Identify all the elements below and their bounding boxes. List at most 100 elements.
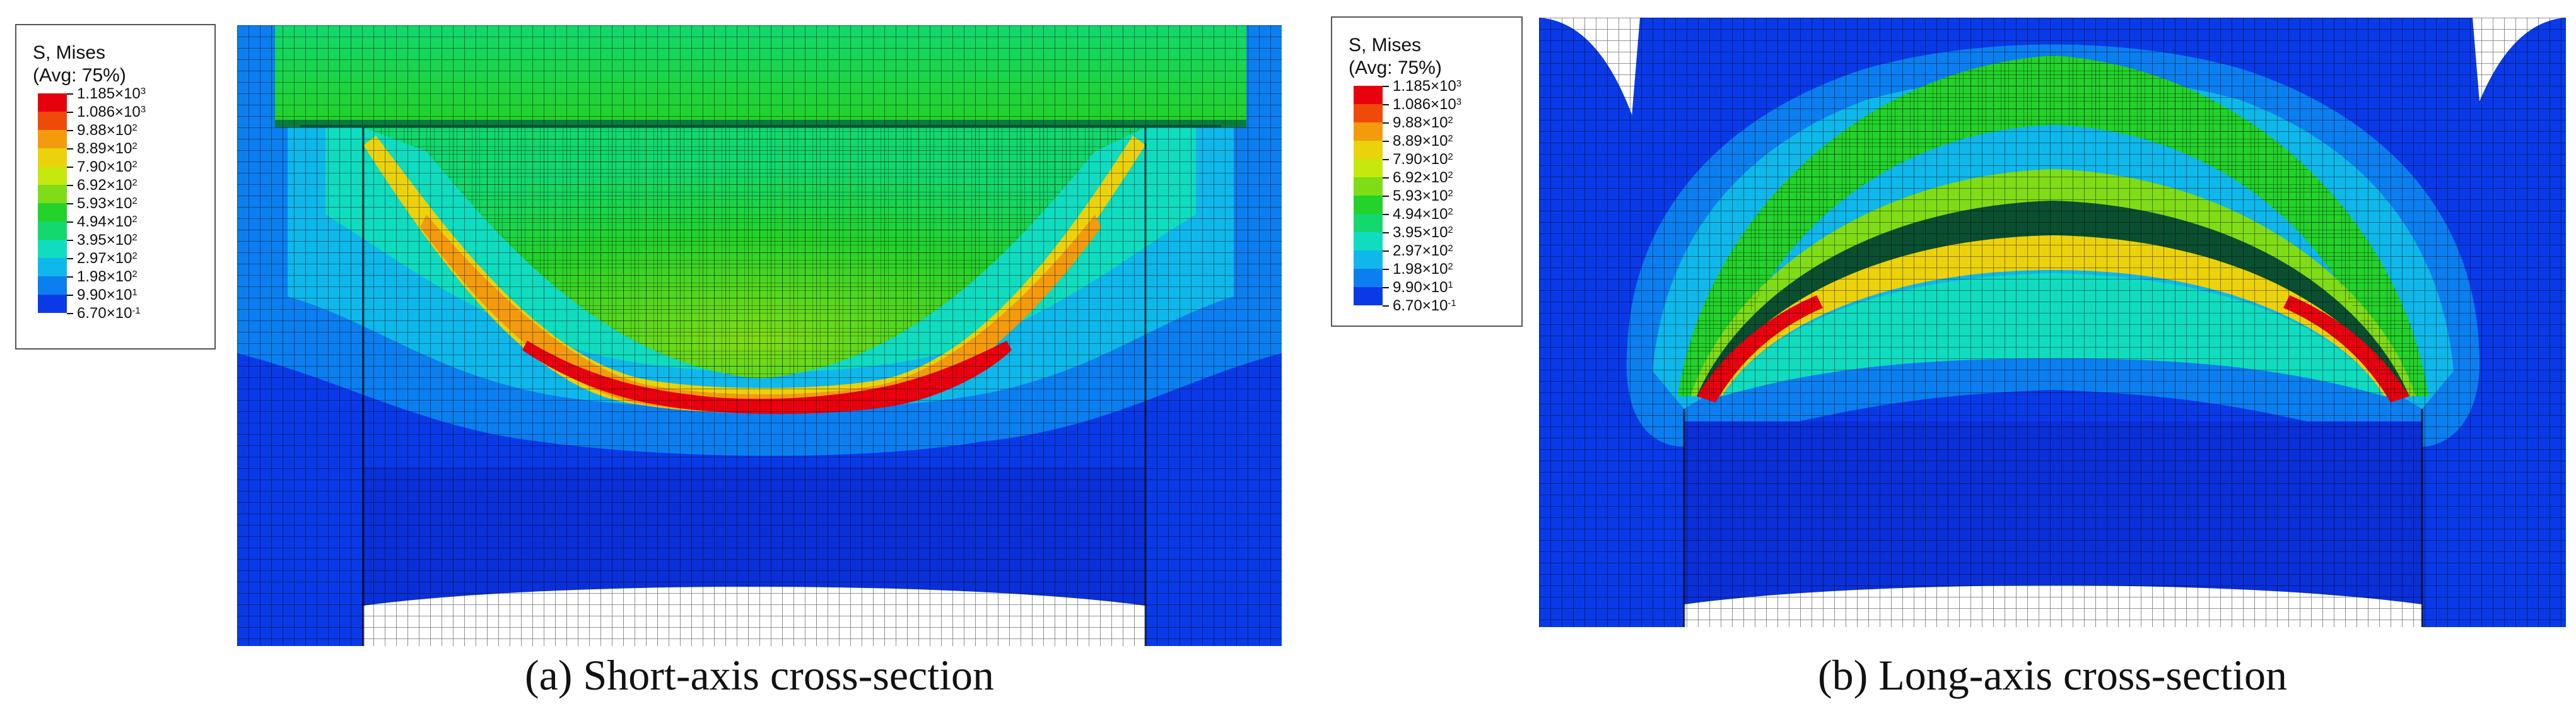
legend-swatch [1354,214,1383,232]
legend-label: 1.086×103 [77,104,146,120]
legend-label-mantissa: 2.97×10 [1393,242,1448,259]
legend-swatch [38,167,67,185]
legend-label-mantissa: 6.70×10 [1393,297,1448,314]
legend-tick [1383,196,1389,197]
legend-swatch [38,130,67,148]
legend-tick [1383,177,1389,179]
legend-label-exponent: 2 [132,159,138,170]
legend-label-mantissa: 9.88×10 [77,122,132,139]
legend-label: 9.88×102 [77,122,138,139]
legend-swatch [38,148,67,167]
legend-swatch [38,93,67,112]
legend-subtitle: (Avg: 75%) [33,65,126,86]
legend-label-exponent: 1 [1448,279,1453,290]
legend-label-exponent: 2 [132,232,138,243]
legend-label-mantissa: 1.086×10 [77,103,141,120]
legend-label: 1.98×102 [77,269,138,285]
legend-label: 2.97×102 [77,250,138,267]
legend-tick [67,93,73,95]
legend-label-exponent: 2 [132,269,138,279]
legend-label: 1.98×102 [1393,261,1453,278]
legend-tick [67,112,73,113]
legend-tick [1383,269,1389,270]
legend-swatch [38,112,67,130]
legend-label: 5.93×102 [1393,188,1453,204]
legend-label-exponent: 2 [1448,243,1453,254]
legend-title: S, Mises [33,42,106,63]
legend-label: 9.88×102 [1393,115,1453,131]
legend-label: 9.90×101 [77,287,138,303]
legend-label-mantissa: 2.97×10 [77,250,132,267]
legend-tick [67,221,73,223]
legend-swatch [1354,287,1383,305]
legend-label-mantissa: 3.95×10 [77,232,132,249]
legend-tick [67,313,73,314]
legend-label-exponent: 2 [1448,115,1453,126]
legend-label-exponent: 2 [1448,188,1453,199]
legend-swatch [1354,232,1383,250]
legend-label-mantissa: 4.94×10 [77,213,132,230]
legend-label: 7.90×102 [1393,151,1453,168]
legend-title: S, Mises [1349,35,1422,56]
legend-label: 1.185×103 [77,86,146,102]
legend-label: 4.94×102 [77,214,138,230]
legend-label: 6.70×10-1 [77,305,141,322]
legend-label-exponent: 2 [1448,151,1453,162]
legend-label-exponent: 2 [132,141,138,151]
contour-plot-long-axis [1539,18,2566,627]
stress-legend-b: S, Mises (Avg: 75%) 1.185×103 1.086×103 9.… [1331,16,1523,327]
legend-swatch [1354,250,1383,269]
legend-label: 6.70×10-1 [1393,298,1456,314]
legend-tick [1383,159,1389,160]
legend-label-exponent: -1 [1448,298,1456,309]
legend-label-mantissa: 5.93×10 [77,195,132,212]
legend-label-mantissa: 1.185×10 [77,85,141,102]
legend-tick [1383,305,1389,307]
legend-label-mantissa: 8.89×10 [1393,132,1448,150]
legend-label-exponent: 2 [132,214,138,225]
legend-label-exponent: 2 [1448,206,1453,217]
legend-swatch [38,185,67,203]
legend-label-exponent: 2 [1448,170,1453,180]
legend-subtitle: (Avg: 75%) [1349,57,1442,78]
legend-label-exponent: 1 [132,287,138,298]
legend-tick [1383,122,1389,124]
legend-swatch [1354,196,1383,214]
legend-label-mantissa: 6.92×10 [77,177,132,194]
legend-label-mantissa: 8.89×10 [77,140,132,157]
legend-tick [1383,287,1389,288]
legend-label-exponent: 3 [1456,97,1462,107]
legend-swatch [38,221,67,240]
legend-label-exponent: 2 [1448,225,1453,235]
legend-label-exponent: 3 [1456,78,1462,89]
legend-label-mantissa: 3.95×10 [1393,224,1448,241]
legend-label-exponent: 3 [140,104,146,115]
legend-label-mantissa: 1.98×10 [1393,261,1448,278]
legend-swatch [38,295,67,313]
legend-tick [67,185,73,186]
legend-label-exponent: 2 [132,177,138,188]
legend-label: 1.086×103 [1393,97,1461,113]
contour-plot-short-axis [237,25,1282,646]
legend-label-mantissa: 7.90×10 [77,158,132,175]
legend-swatch [1354,177,1383,196]
legend-swatch [1354,141,1383,159]
legend-label-exponent: 2 [132,250,138,261]
legend-label-mantissa: 9.90×10 [77,286,132,303]
legend-label: 3.95×102 [77,232,138,249]
legend-tick [67,203,73,204]
legend-tick [67,167,73,168]
legend-label-exponent: -1 [132,305,141,316]
caption-long-axis: (b) Long-axis cross-section [1817,651,2287,699]
legend-label-mantissa: 1.98×10 [77,268,132,285]
legend-tick [1383,232,1389,233]
legend-tick [1383,86,1389,87]
legend-tick [67,130,73,131]
legend-swatch [1354,104,1383,122]
legend-label: 3.95×102 [1393,225,1453,241]
legend-label-exponent: 2 [132,196,138,206]
legend-swatch [38,276,67,295]
legend-tick [1383,250,1389,252]
legend-label-mantissa: 1.086×10 [1393,96,1456,113]
legend-label-exponent: 2 [1448,261,1453,272]
